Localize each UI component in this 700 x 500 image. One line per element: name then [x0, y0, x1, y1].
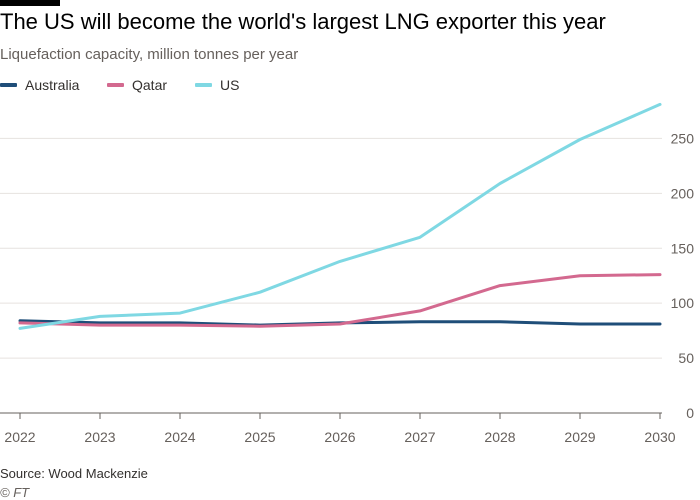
- x-tick-label-2027: 2027: [404, 429, 435, 445]
- x-tick-labels: 2022 2023 2024 2025 2026 2027 2028 2029 2030: [4, 413, 676, 445]
- legend-label-us: US: [220, 77, 240, 93]
- x-tick-label-2028: 2028: [484, 429, 515, 445]
- x-tick-label-2030: 2030: [644, 429, 675, 445]
- x-tick-label-2022: 2022: [4, 429, 35, 445]
- y-tick-label-250: 250: [671, 130, 695, 146]
- legend-item-australia: Australia: [0, 77, 79, 93]
- y-tick-labels: 0 50 100 150 200 250: [671, 130, 695, 421]
- chart-subtitle: Liquefaction capacity, million tonnes pe…: [0, 46, 299, 63]
- legend-label-qatar: Qatar: [132, 77, 168, 93]
- x-tick-label-2025: 2025: [244, 429, 275, 445]
- y-tick-label-200: 200: [671, 185, 695, 201]
- legend-item-qatar: Qatar: [107, 77, 167, 93]
- gridlines: [0, 137, 662, 414]
- legend-swatch-qatar: [107, 83, 124, 87]
- legend-item-us: US: [195, 77, 239, 93]
- x-tick-label-2026: 2026: [324, 429, 355, 445]
- legend-swatch-us: [195, 83, 212, 87]
- source-note: Source: Wood Mackenzie: [0, 466, 148, 481]
- legend-label-australia: Australia: [25, 77, 80, 93]
- y-tick-label-0: 0: [686, 405, 694, 421]
- x-tick-label-2029: 2029: [564, 429, 595, 445]
- x-tick-label-2024: 2024: [164, 429, 195, 445]
- series-line-us: [18, 102, 662, 330]
- y-tick-label-50: 50: [678, 350, 694, 366]
- chart-title: The US will become the world's largest L…: [0, 9, 606, 34]
- credit-note: © FT: [0, 485, 30, 500]
- y-tick-label-150: 150: [671, 240, 695, 256]
- series-lines: [18, 102, 662, 330]
- line-chart: 0 50 100 150 200 250 2022 2023 2024 2025 2026 2027…: [0, 102, 695, 445]
- y-tick-label-100: 100: [671, 295, 695, 311]
- x-tick-label-2023: 2023: [84, 429, 115, 445]
- legend-swatch-australia: [0, 83, 17, 87]
- brand-bar: [0, 0, 60, 6]
- series-line-qatar: [18, 273, 662, 328]
